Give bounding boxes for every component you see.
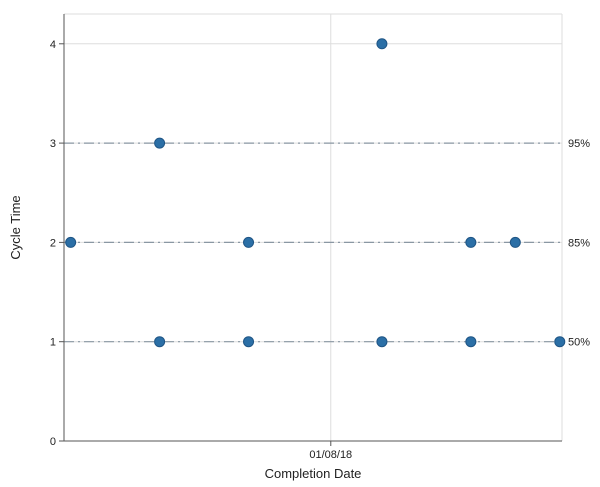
data-point: [243, 236, 255, 248]
y-tick-label: 1: [50, 337, 56, 349]
grid-lines: [64, 13, 563, 441]
y-tick-label: 4: [50, 39, 56, 51]
x-axis-ticks: 01/08/18: [309, 441, 352, 461]
percentile-lines: 95% 85% 50%: [64, 138, 590, 349]
x-axis-title: Completion Date: [265, 466, 362, 481]
data-point: [154, 137, 166, 149]
data-point: [376, 38, 388, 50]
data-point: [376, 336, 388, 348]
y-tick-label: 2: [50, 237, 56, 249]
y-axis-ticks: 0 1 2 3 4: [50, 39, 64, 448]
percentile-label: 50%: [568, 337, 590, 349]
data-point: [465, 336, 477, 348]
percentile-label: 85%: [568, 237, 590, 249]
data-point: [465, 236, 477, 248]
data-point: [509, 236, 521, 248]
data-points: [65, 38, 566, 348]
y-axis-title: Cycle Time: [8, 195, 23, 259]
data-point: [554, 336, 566, 348]
data-point: [65, 236, 77, 248]
percentile-label: 95%: [568, 138, 590, 150]
data-point: [154, 336, 166, 348]
data-point: [243, 336, 255, 348]
axes: [63, 14, 562, 442]
y-tick-label: 3: [50, 138, 56, 150]
x-tick-label: 01/08/18: [309, 449, 352, 461]
y-tick-label: 0: [50, 436, 56, 448]
